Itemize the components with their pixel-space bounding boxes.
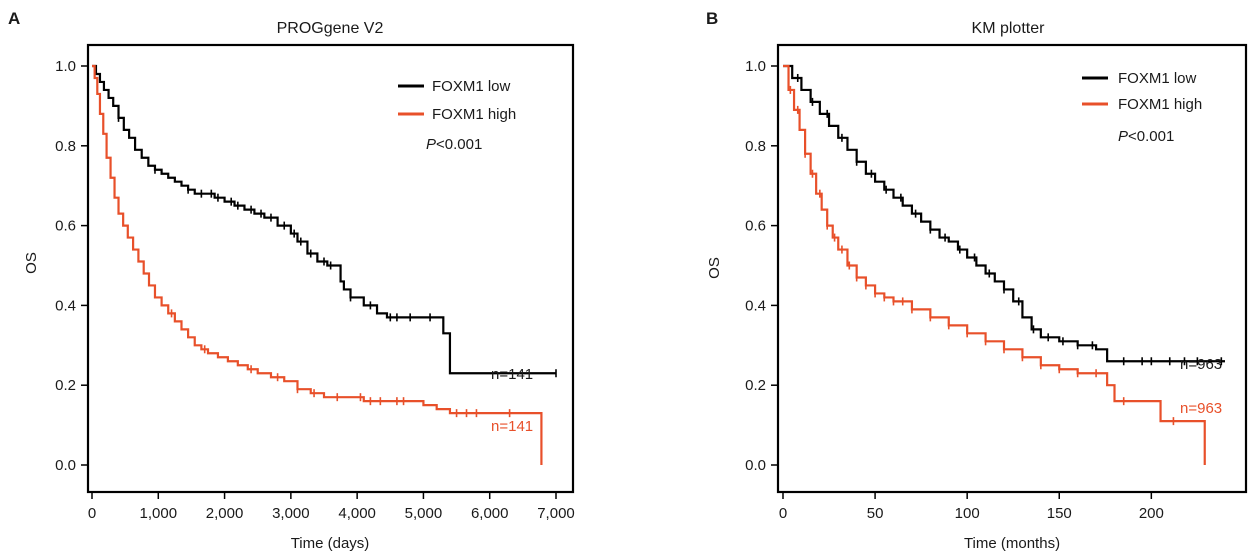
curves-a bbox=[92, 64, 557, 465]
x-axis-label-b: Time (months) bbox=[964, 535, 1060, 552]
p-value-a: P<0.001 bbox=[426, 136, 482, 153]
n-label-high-a: n=141 bbox=[491, 418, 533, 435]
x-tick-label-a: 5,000 bbox=[405, 505, 443, 522]
x-tick-label-b: 200 bbox=[1139, 505, 1164, 522]
x-tick-label-b: 50 bbox=[867, 505, 884, 522]
legend-b: FOXM1 low FOXM1 high P<0.001 bbox=[1082, 70, 1202, 145]
legend-label-low-a: FOXM1 low bbox=[432, 78, 511, 95]
x-tick-label-a: 0 bbox=[88, 505, 96, 522]
legend-label-high-a: FOXM1 high bbox=[432, 106, 516, 123]
y-ticks-b: 0.0 0.2 0.4 0.6 0.8 1.0 bbox=[745, 58, 778, 474]
x-tick-label-b: 100 bbox=[955, 505, 980, 522]
y-tick-label-b: 0.2 bbox=[745, 377, 766, 394]
x-ticks-b: 0 50 100 150 200 bbox=[779, 492, 1164, 522]
panel-a: A PROGgene V2 0 1,000 2,000 3,000 4,000 5,000… bbox=[8, 9, 575, 552]
x-tick-label-a: 2,000 bbox=[206, 505, 244, 522]
x-tick-label-a: 1,000 bbox=[140, 505, 178, 522]
y-tick-label-a: 0.8 bbox=[55, 138, 76, 155]
y-tick-label-a: 0.6 bbox=[55, 218, 76, 235]
y-axis-label-a: OS bbox=[23, 252, 40, 274]
y-tick-label-a: 0.4 bbox=[55, 297, 76, 314]
y-tick-label-b: 0.0 bbox=[745, 457, 766, 474]
y-tick-label-b: 1.0 bbox=[745, 58, 766, 75]
survival-curve-low-b bbox=[783, 64, 1225, 363]
p-value-b: P<0.001 bbox=[1118, 128, 1174, 145]
panel-letter-b: B bbox=[706, 9, 718, 28]
y-tick-label-b: 0.4 bbox=[745, 297, 766, 314]
chart-title-b: KM plotter bbox=[972, 20, 1046, 37]
x-tick-label-a: 3,000 bbox=[272, 505, 310, 522]
survival-curve-high-b bbox=[783, 64, 1206, 465]
x-tick-label-b: 0 bbox=[779, 505, 787, 522]
y-tick-label-b: 0.6 bbox=[745, 218, 766, 235]
n-label-high-b: n=963 bbox=[1180, 400, 1222, 417]
y-ticks-a: 0.0 0.2 0.4 0.6 0.8 1.0 bbox=[55, 58, 88, 474]
n-label-low-b: n=963 bbox=[1180, 356, 1222, 373]
panel-b: B KM plotter 0 50 100 150 200 0.00.20.40.60.… bbox=[706, 9, 1248, 552]
y-tick-label-a: 0.0 bbox=[55, 457, 76, 474]
plot-frame-a bbox=[86, 43, 575, 494]
x-tick-label-a: 7,000 bbox=[537, 505, 575, 522]
survival-curve-high-a bbox=[92, 64, 543, 465]
y-tick-label-b: 0.8 bbox=[745, 138, 766, 155]
x-ticks-a: 0 1,000 2,000 3,000 4,000 5,000 6,000 7,000 bbox=[88, 492, 575, 522]
chart-title-a: PROGgene V2 bbox=[277, 20, 384, 37]
x-tick-label-a: 4,000 bbox=[338, 505, 376, 522]
legend-label-high-b: FOXM1 high bbox=[1118, 96, 1202, 113]
legend-label-low-b: FOXM1 low bbox=[1118, 70, 1197, 87]
y-tick-label-a: 0.2 bbox=[55, 377, 76, 394]
x-tick-label-b: 150 bbox=[1047, 505, 1072, 522]
plot-frame-b bbox=[776, 43, 1248, 494]
n-label-low-a: n=141 bbox=[491, 366, 533, 383]
panel-letter-a: A bbox=[8, 9, 20, 28]
legend-a: FOXM1 low FOXM1 high P<0.001 bbox=[398, 78, 516, 153]
x-axis-label-a: Time (days) bbox=[291, 535, 370, 552]
curves-b bbox=[783, 64, 1225, 465]
x-tick-label-a: 6,000 bbox=[471, 505, 509, 522]
y-tick-label-a: 1.0 bbox=[55, 58, 76, 75]
y-axis-label-b: OS bbox=[706, 257, 723, 279]
survival-curve-low-a bbox=[92, 64, 556, 375]
